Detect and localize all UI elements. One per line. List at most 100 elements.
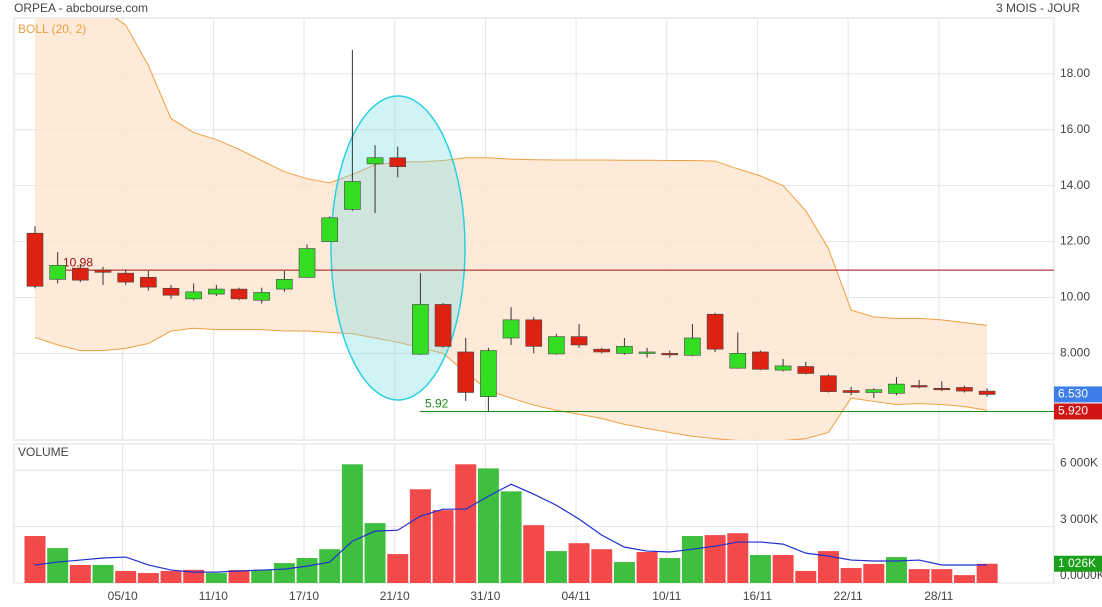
overlay-layer: 10.98 5.92 6.530 5.920 1 026K (24, 49, 1102, 583)
candle-body (729, 353, 747, 369)
volume-bar (228, 570, 250, 583)
candle-body (389, 157, 407, 167)
candle-body (910, 385, 928, 388)
volume-bar (364, 523, 386, 583)
plot-layer: 8.000 10.00 12.00 14.00 16.00 18.00 05/10 11/10… (14, 18, 1102, 603)
y-tick-label: 18.00 (1060, 66, 1090, 80)
candle-body (321, 217, 339, 242)
candle-body (208, 288, 225, 295)
candle-body (253, 292, 270, 301)
candle-body (502, 319, 520, 339)
volume-bar (659, 558, 681, 583)
candle-body (344, 181, 361, 210)
volume-average (34, 483, 988, 573)
price-badge-label: 6.530 (1058, 387, 1088, 401)
candle-body (774, 365, 792, 371)
volume-bar (908, 569, 930, 583)
volume-bar (273, 563, 295, 583)
candle-body (956, 387, 973, 392)
volume-bar (69, 564, 91, 583)
volume-bar (47, 548, 69, 583)
bollinger (34, 18, 988, 440)
volume-bar (931, 569, 953, 583)
candle-body (638, 351, 656, 354)
candle-body (933, 387, 951, 391)
x-tick-label: 31/10 (470, 589, 500, 603)
y-tick-label: 14.00 (1060, 178, 1090, 192)
candle-body (842, 390, 860, 393)
volume-bar (976, 563, 998, 583)
band-fill (35, 18, 988, 440)
volume-bar (24, 536, 46, 583)
x-tick-label: 22/11 (834, 589, 863, 603)
volume-badge (1054, 555, 1102, 572)
price-badge (1054, 386, 1102, 403)
y-tick-label: 16.00 (1060, 122, 1090, 136)
volume-bar (500, 491, 522, 583)
x-tick-label: 21/10 (380, 589, 410, 603)
candle-body (706, 313, 724, 350)
candle-body (684, 337, 701, 356)
y-tick-label: 3 000K (1060, 512, 1098, 526)
reference-label: 10.98 (63, 255, 93, 269)
volume-bar (817, 551, 839, 583)
chart-title: ORPEA - abcbourse.com (14, 1, 148, 15)
volume-bar (432, 510, 454, 583)
price-badge-label: 5.920 (1058, 404, 1088, 418)
candle-body (185, 291, 202, 300)
volume-title: VOLUME (18, 445, 69, 459)
y-tick-label: 8.000 (1060, 346, 1090, 360)
volume-bar (568, 543, 590, 583)
annotation-ellipse (330, 95, 466, 401)
indicator-label: BOLL (20, 2) (18, 22, 86, 36)
volume-bar (409, 489, 431, 583)
candle-body (276, 279, 293, 290)
volume-bar (953, 575, 975, 583)
volume-bar (115, 570, 137, 583)
volume-bar (885, 557, 907, 583)
volume-bar (137, 573, 159, 583)
candle-body (525, 319, 543, 347)
volume-bar (160, 570, 182, 583)
candle-body (117, 272, 134, 283)
volume-bar (387, 554, 409, 583)
volume-bar (613, 562, 635, 583)
candle-body (661, 353, 679, 356)
reference-label: 5.92 (425, 397, 449, 411)
x-tick-label: 10/11 (652, 589, 681, 603)
candle-body (434, 304, 452, 347)
candle-body (366, 157, 384, 165)
y-tick-label: 10.00 (1060, 290, 1090, 304)
x-tick-label: 28/11 (924, 589, 953, 603)
chart-subtitle: 3 MOIS - JOUR (996, 1, 1080, 15)
candle-body (162, 287, 180, 296)
x-tick-label: 17/10 (289, 589, 319, 603)
candle-body (548, 336, 565, 355)
candle-body (978, 390, 996, 395)
candle-body (616, 346, 633, 354)
volume-bar (591, 549, 613, 583)
volume-bar (523, 525, 545, 583)
x-tick-label: 16/11 (743, 589, 772, 603)
volume-bar (545, 551, 567, 583)
volume-bar (681, 536, 703, 583)
band-lower (34, 327, 988, 440)
volume-bar (772, 555, 794, 583)
candle-body (49, 265, 66, 280)
candle-body (412, 304, 429, 355)
volume-bar (749, 555, 771, 583)
y-tick-label: 12.00 (1060, 234, 1090, 248)
candle-body (865, 389, 883, 393)
candle-body (752, 351, 769, 370)
band-upper (114, 18, 988, 326)
volume-bar (704, 535, 726, 583)
x-tick-label: 05/10 (108, 589, 138, 603)
candle-body (230, 288, 248, 300)
candle-body (570, 336, 588, 346)
price-badge (1054, 403, 1102, 420)
volume-bar (477, 468, 499, 583)
candle-body (26, 232, 44, 287)
candle-body (820, 375, 837, 392)
volume-bar (863, 564, 885, 583)
